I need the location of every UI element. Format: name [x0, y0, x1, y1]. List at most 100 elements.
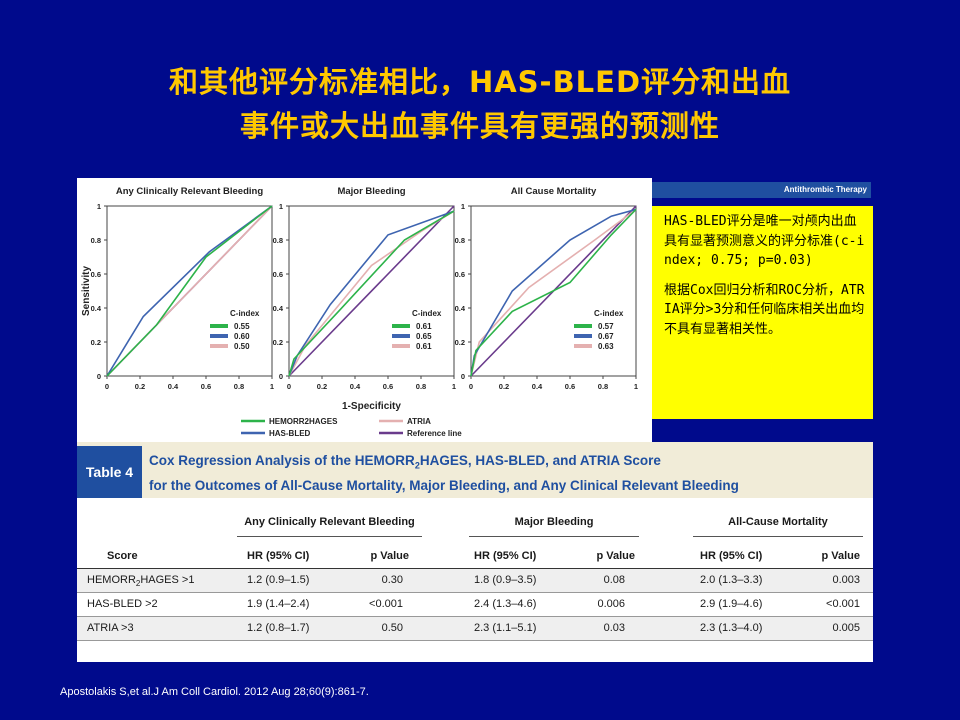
col-header-p-3: p Value: [821, 550, 860, 562]
p-cell: 0.50: [381, 622, 403, 634]
series-line: [288, 205, 455, 377]
y-tick-label: 0.8: [455, 236, 465, 245]
x-tick-label: 0.6: [383, 382, 393, 391]
x-tick-label: 1: [452, 382, 456, 391]
p-cell: 0.003: [832, 574, 860, 586]
header-rule: [77, 568, 873, 569]
x-tick-label: 0.2: [135, 382, 145, 391]
x-tick-label: 0.8: [416, 382, 426, 391]
y-tick-label: 0.2: [91, 338, 101, 347]
group-rule-2: [469, 536, 639, 537]
hr-cell: 1.8 (0.9–3.5): [474, 574, 537, 586]
table-row: HEMORR2HAGES >1 1.2 (0.9–1.5) 0.30 1.8 (…: [77, 569, 873, 592]
series-line: [288, 210, 455, 377]
x-tick-label: 0: [105, 382, 109, 391]
col-header-hr-1: HR (95% CI): [247, 550, 310, 562]
y-tick-label: 0.4: [273, 304, 284, 313]
row-rule: [77, 592, 873, 593]
title-line-1: 和其他评分标准相比，HAS-BLED评分和出血: [168, 65, 792, 99]
y-tick-label: 0.4: [455, 304, 466, 313]
series-line: [288, 210, 455, 377]
y-tick-label: 0.4: [91, 304, 102, 313]
x-tick-label: 0.8: [234, 382, 244, 391]
hr-cell: 2.9 (1.9–4.6): [700, 598, 763, 610]
x-axis-label: 1-Specificity: [342, 401, 401, 412]
row-rule: [77, 616, 873, 617]
y-tick-label: 1: [279, 202, 283, 211]
col-header-hr-2: HR (95% CI): [474, 550, 537, 562]
score-cell: ATRIA >3: [87, 622, 134, 634]
caption-subscript: 2: [414, 460, 420, 471]
y-tick-label: 0: [461, 372, 465, 381]
x-tick-label: 0.8: [598, 382, 608, 391]
series-line: [106, 205, 273, 377]
cindex-title: C-index: [594, 309, 624, 318]
y-tick-label: 0.2: [273, 338, 283, 347]
hr-cell: 2.3 (1.3–4.0): [700, 622, 763, 634]
y-tick-label: 0.8: [273, 236, 283, 245]
group-header-major-bleeding: Major Bleeding: [514, 516, 594, 528]
col-header-hr-3: HR (95% CI): [700, 550, 763, 562]
p-cell: 0.005: [832, 622, 860, 634]
cindex-value: 0.60: [234, 332, 250, 341]
x-tick-label: 0.2: [317, 382, 327, 391]
cindex-title: C-index: [230, 309, 260, 318]
roc-charts: Any Clinically Relevant Bleeding 0 0.2 0.4 0…: [81, 186, 638, 438]
x-tick-label: 0.6: [565, 382, 575, 391]
hr-cell: 2.0 (1.3–3.3): [700, 574, 763, 586]
row-rule: [77, 640, 873, 641]
caption-part-a: Cox Regression Analysis of the HEMORR: [149, 453, 415, 468]
x-tick-label: 0.6: [201, 382, 211, 391]
cindex-value: 0.55: [234, 322, 250, 331]
table-header-band: Table 4 Cox Regression Analysis of the H…: [77, 442, 873, 498]
p-cell: <0.001: [826, 598, 860, 610]
table-label: Table 4: [77, 446, 142, 498]
table-row: HAS-BLED >2 1.9 (1.4–2.4) <0.001 2.4 (1.…: [77, 593, 873, 616]
cindex-value: 0.50: [234, 342, 250, 351]
hr-cell: 2.3 (1.1–5.1): [474, 622, 537, 634]
caption-part-b: HAGES, HAS-BLED, and ATRIA Score: [419, 453, 661, 468]
roc-figure: Any Clinically Relevant Bleeding 0 0.2 0.4 0…: [77, 178, 652, 442]
y-tick-label: 0.8: [91, 236, 101, 245]
y-tick-label: 1: [97, 202, 101, 211]
y-tick-label: 0.6: [455, 270, 465, 279]
series-line: [106, 205, 273, 377]
legend-label: HAS-BLED: [269, 429, 311, 438]
cindex-value: 0.63: [598, 342, 614, 351]
x-tick-label: 0.4: [168, 382, 179, 391]
note-paragraph-1: HAS-BLED评分是唯一对颅内出血具有显著预测意义的评分标准(c-index;…: [664, 214, 865, 268]
y-axis-label: Sensitivity: [81, 266, 92, 316]
series-line: [470, 208, 637, 377]
y-tick-label: 0: [97, 372, 101, 381]
cindex-value: 0.57: [598, 322, 614, 331]
hr-cell: 2.4 (1.3–4.6): [474, 598, 537, 610]
score-cell: HAS-BLED >2: [87, 598, 158, 610]
title-line-2: 事件或大出血事件具有更强的预测性: [239, 109, 720, 143]
chart-title: Major Bleeding: [337, 186, 405, 197]
cox-regression-table: Table 4 Cox Regression Analysis of the H…: [77, 442, 873, 662]
x-tick-label: 1: [634, 382, 638, 391]
cindex-value: 0.61: [416, 322, 432, 331]
x-tick-label: 0: [287, 382, 291, 391]
col-header-p-1: p Value: [370, 550, 409, 562]
group-rule-1: [237, 536, 422, 537]
journal-header-strip: Antithrombic Therapy: [652, 182, 871, 198]
hr-cell: 1.9 (1.4–2.4): [247, 598, 310, 610]
col-header-score: Score: [107, 550, 138, 562]
legend-label: ATRIA: [407, 417, 431, 426]
score-cell: HEMORR2HAGES >1: [87, 574, 195, 589]
hr-cell: 1.2 (0.9–1.5): [247, 574, 310, 586]
group-header-mortality: All-Cause Mortality: [728, 516, 828, 528]
citation: Apostolakis S,et al.J Am Coll Cardiol. 2…: [60, 686, 369, 698]
hr-cell: 1.2 (0.8–1.7): [247, 622, 310, 634]
p-cell: 0.006: [597, 598, 625, 610]
p-cell: <0.001: [369, 598, 403, 610]
cindex-value: 0.61: [416, 342, 432, 351]
y-tick-label: 1: [461, 202, 465, 211]
y-tick-label: 0.6: [273, 270, 283, 279]
x-tick-label: 0: [469, 382, 473, 391]
cindex-value: 0.67: [598, 332, 614, 341]
slide-title: 和其他评分标准相比，HAS-BLED评分和出血 事件或大出血事件具有更强的预测性: [0, 60, 960, 148]
y-tick-label: 0: [279, 372, 283, 381]
